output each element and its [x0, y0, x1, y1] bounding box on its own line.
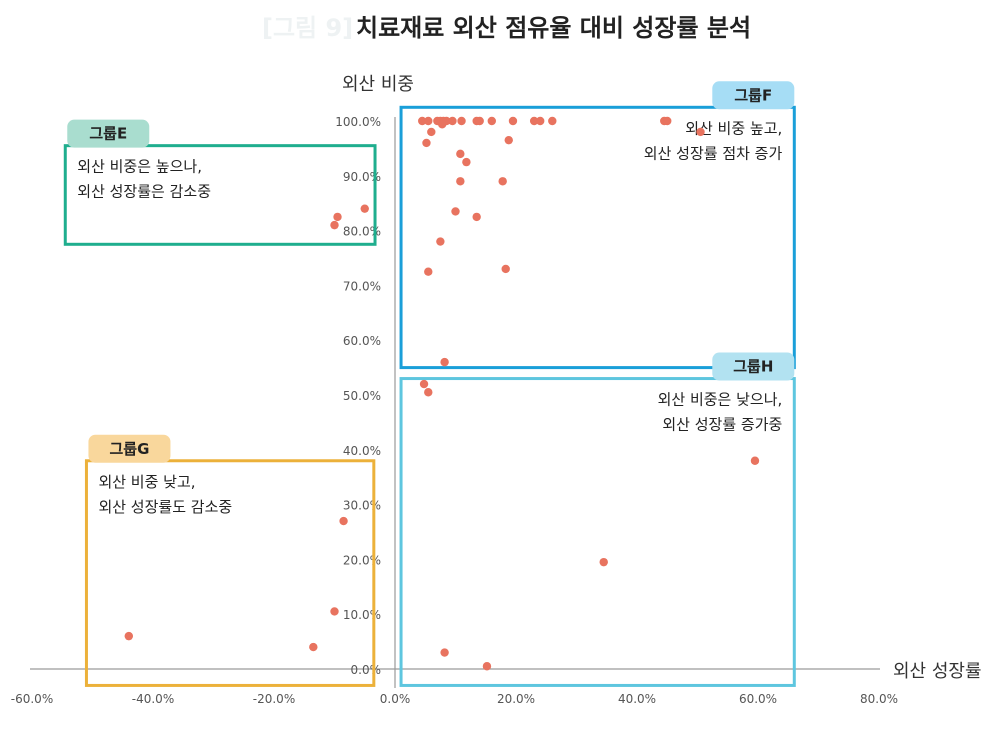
group-note: 외산 성장률 점차 증가: [644, 144, 783, 162]
group-e: 그룹E 외산 비중은 높으나, 외산 성장률은 감소중: [63, 119, 377, 246]
data-point: [333, 212, 342, 222]
chart-title: 치료재료 외산 점유율 대비 성장률 분석: [356, 14, 751, 42]
data-point: [424, 388, 433, 397]
data-point: [663, 116, 672, 126]
data-point: [427, 127, 436, 137]
y-tick-label: 80.0%: [343, 225, 381, 239]
y-tick-label: 90.0%: [343, 170, 381, 184]
data-point: [424, 267, 433, 276]
data-point: [456, 149, 465, 159]
data-point: [124, 631, 133, 641]
x-tick-label: 80.0%: [860, 692, 898, 706]
data-point: [456, 177, 465, 186]
y-axis-title: 외산 비중: [342, 74, 414, 95]
data-point: [475, 116, 484, 126]
y-tick-label: 40.0%: [343, 444, 381, 458]
group-h: 그룹H 외산 비중은 낮으나, 외산 성장률 증가중: [399, 352, 796, 687]
data-point: [498, 177, 507, 186]
x-tick-label: -40.0%: [132, 692, 174, 706]
x-tick-label: -20.0%: [253, 692, 295, 706]
group-tab: [67, 119, 150, 148]
x-tick-label: 0.0%: [380, 692, 411, 706]
y-tick-label: 100.0%: [335, 115, 381, 129]
data-point: [599, 557, 608, 567]
data-point: [330, 220, 339, 230]
group-note: 외산 성장률 증가중: [662, 416, 782, 434]
data-point: [501, 264, 510, 274]
x-tick-label: 60.0%: [739, 692, 777, 706]
figure-label: [그림 9]: [262, 14, 353, 42]
group-tab: [712, 352, 795, 381]
y-tick-label: 20.0%: [343, 553, 381, 567]
group-box: [399, 377, 796, 687]
group-label: 그룹H: [733, 358, 773, 376]
group-label: 그룹E: [89, 125, 127, 143]
data-point: [436, 237, 445, 246]
group-f: 그룹F 외산 비중 높고, 외산 성장률 점차 증가: [399, 81, 796, 370]
y-tick-label: 0.0%: [351, 663, 382, 677]
data-point: [536, 116, 545, 126]
group-note: 외산 비중은 높으나,: [77, 158, 202, 176]
data-point: [440, 357, 449, 367]
data-point: [482, 662, 492, 671]
group-box: [84, 459, 376, 687]
group-note: 외산 성장률도 감소중: [98, 498, 232, 516]
data-point: [309, 642, 318, 652]
y-tick-label: 70.0%: [343, 279, 381, 293]
data-point: [418, 116, 427, 126]
data-point: [448, 116, 457, 126]
y-tick-label: 30.0%: [343, 499, 381, 513]
group-label: 그룹F: [734, 86, 772, 104]
y-tick-label: 50.0%: [343, 389, 381, 403]
data-point: [419, 379, 429, 389]
x-tick-label: -60.0%: [11, 692, 53, 706]
x-tick-label: 40.0%: [618, 692, 656, 706]
y-tick-label: 60.0%: [343, 334, 381, 348]
group-tab: [88, 434, 171, 463]
group-note: 외산 비중 높고,: [685, 119, 782, 137]
group-note: 외산 성장률은 감소중: [77, 183, 211, 201]
data-point: [440, 648, 449, 657]
data-point: [548, 116, 557, 126]
group-g: 그룹G 외산 비중 낮고, 외산 성장률도 감소중: [84, 434, 376, 687]
data-point: [508, 116, 518, 126]
data-point: [487, 116, 496, 126]
group-note: 외산 비중은 낮으나,: [658, 391, 783, 409]
data-point: [462, 157, 471, 167]
x-axis-title: 외산 성장률: [893, 661, 982, 682]
data-point: [451, 207, 460, 216]
group-note: 외산 비중 낮고,: [98, 473, 195, 491]
x-tick-label: 20.0%: [497, 692, 535, 706]
group-box: [63, 144, 377, 246]
group-tab: [712, 81, 795, 110]
group-label: 그룹G: [109, 440, 149, 458]
data-point: [330, 607, 339, 616]
data-point: [457, 116, 466, 126]
data-point: [472, 212, 481, 222]
data-point: [339, 516, 348, 526]
data-point: [424, 116, 433, 126]
data-point: [504, 135, 513, 145]
data-point: [750, 456, 760, 465]
y-tick-label: 10.0%: [343, 608, 381, 622]
group-box: [399, 105, 796, 370]
data-point: [696, 127, 705, 137]
data-point: [360, 204, 369, 213]
data-point: [529, 116, 539, 126]
data-point: [437, 120, 447, 129]
data-point: [422, 138, 431, 148]
